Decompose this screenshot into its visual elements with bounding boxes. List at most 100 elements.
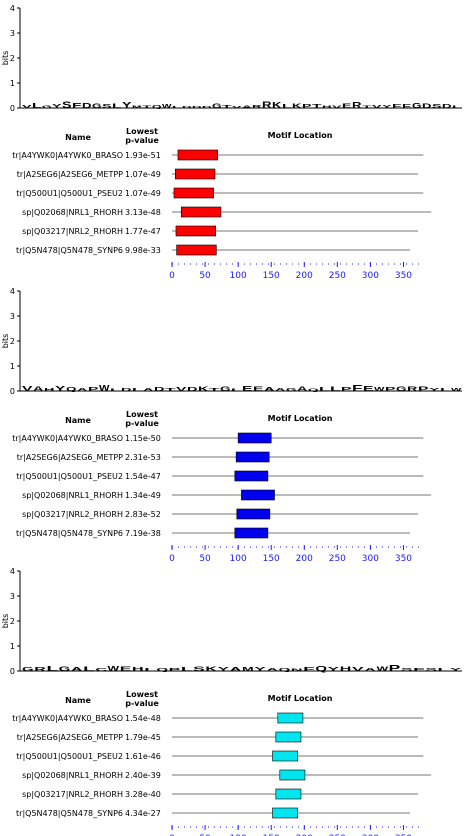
logo-letter: R <box>407 385 419 393</box>
logo-letter: P <box>88 387 100 392</box>
logo-letter: D <box>154 387 165 392</box>
sequence-name: tr|A4YWK0|A4YWK0_BRASO <box>12 714 123 723</box>
motif-site <box>272 750 298 762</box>
logo-letter: R <box>352 101 362 110</box>
logo-letter: S <box>102 104 112 110</box>
sequence-name: tr|Q5N478|Q5N478_SYNP6 <box>16 809 123 818</box>
sequence-name: tr|A2SEG6|A2SEG6_METPP <box>17 453 123 462</box>
logo-y-tick-label: 0 <box>10 387 15 396</box>
logo-letter: P <box>418 385 429 393</box>
location-tick-label: 300 <box>362 834 379 836</box>
logo-letter: P <box>341 387 352 393</box>
logo-letter: S <box>193 665 205 673</box>
location-tick-label: 300 <box>362 554 379 564</box>
motif-site <box>279 769 306 781</box>
logo-letter: T <box>222 105 232 110</box>
logo-letter: T <box>209 388 220 393</box>
logo-letter: L <box>110 388 121 392</box>
logo-y-tick-label: 2 <box>10 337 15 346</box>
logo-letter: Y <box>429 388 441 393</box>
pvalue-header: p-value <box>125 699 159 708</box>
logo-letter: P <box>169 668 182 673</box>
sequence-name: tr|A2SEG6|A2SEG6_METPP <box>17 733 123 742</box>
lowest-header: Lowest <box>126 127 158 136</box>
sequence-name: sp|Q03217|NRL2_RHORH <box>22 510 123 519</box>
logo-letter: F <box>352 384 362 393</box>
logo-letter: A <box>230 667 242 672</box>
logo-letter: V <box>232 106 242 109</box>
p-value: 9.98e-33 <box>125 246 161 255</box>
location-tick-label: 150 <box>263 834 280 836</box>
logo-letter: T <box>312 104 323 110</box>
location-tick-label: 50 <box>199 271 211 281</box>
p-value: 1.54e-48 <box>125 714 161 723</box>
logo-letter: E <box>242 385 252 393</box>
logo-y-tick-label: 2 <box>10 617 15 626</box>
logo-letter: E <box>253 385 264 393</box>
logo-letter: L <box>231 388 242 392</box>
logo-letter: Y <box>450 668 463 673</box>
logo-letter: F <box>303 667 315 672</box>
logo-letter: L <box>172 106 182 109</box>
logo-letter: Q <box>315 664 327 673</box>
logo-letter: D <box>422 102 432 110</box>
logo-letter: D <box>121 388 132 393</box>
logo-letter: E <box>363 385 373 393</box>
logo-y-tick-label: 3 <box>10 592 15 601</box>
logo-y-label: bits <box>1 614 10 629</box>
logo-letter: W <box>108 664 120 673</box>
location-header: Motif Location <box>268 694 333 703</box>
logo-letter: H <box>132 667 144 673</box>
location-tick-label: 250 <box>329 271 346 281</box>
location-tick-label: 300 <box>362 271 379 281</box>
logo-letter: M <box>242 667 255 672</box>
logo-letter: V <box>22 384 34 393</box>
logo-letter: D <box>187 387 198 393</box>
logo-letter: H <box>44 388 55 393</box>
logo-letter: D <box>182 106 192 108</box>
motif-site <box>175 225 216 237</box>
logo-letter: G <box>412 101 422 110</box>
logo-letter: P <box>389 664 402 673</box>
logo-letter: K <box>292 103 303 110</box>
sequence-name: tr|A2SEG6|A2SEG6_METPP <box>17 170 123 179</box>
motif-site <box>275 788 302 800</box>
location-tick-label: 0 <box>169 834 175 836</box>
logo-letter: C <box>95 668 107 673</box>
logo-letter: P <box>385 387 397 392</box>
motif-site <box>180 206 222 218</box>
logo-y-tick-label: 3 <box>10 29 15 38</box>
motif-site <box>241 489 275 501</box>
location-tick-label: 150 <box>263 271 280 281</box>
location-tick-label: 350 <box>395 834 412 836</box>
logo-y-tick-label: 0 <box>10 104 15 113</box>
logo-letter: L <box>330 385 342 393</box>
logo-y-tick-label: 4 <box>10 4 15 13</box>
location-header: Motif Location <box>268 131 333 140</box>
logo-letter: G <box>22 667 34 673</box>
logo-y-tick-label: 4 <box>10 287 15 296</box>
logo-letter: E <box>402 104 412 110</box>
location-tick-label: 50 <box>199 554 211 564</box>
logo-letter: A <box>143 388 154 393</box>
logo-letter: A <box>242 105 253 109</box>
motif-site <box>272 807 298 819</box>
p-value: 4.34e-27 <box>125 809 161 818</box>
logo-letter: W <box>162 104 173 109</box>
p-value: 1.79e-45 <box>125 733 161 742</box>
logo-letter: G <box>286 387 296 392</box>
logo-letter: Y <box>218 667 231 672</box>
location-tick-label: 150 <box>263 554 280 564</box>
p-value: 7.19e-38 <box>125 529 161 538</box>
motif-site <box>277 712 304 724</box>
motif-site <box>236 508 271 520</box>
p-value: 1.77e-47 <box>125 227 161 236</box>
sequence-name: tr|Q5N478|Q5N478_SYNP6 <box>16 246 123 255</box>
logo-letter: A <box>266 668 278 673</box>
logo-letter: W <box>376 665 388 673</box>
motif-site <box>234 527 269 539</box>
logo-letter: K <box>205 665 218 673</box>
sequence-name: sp|Q02068|NRL1_RHORH <box>22 208 123 217</box>
logo-letter: G <box>220 386 231 393</box>
